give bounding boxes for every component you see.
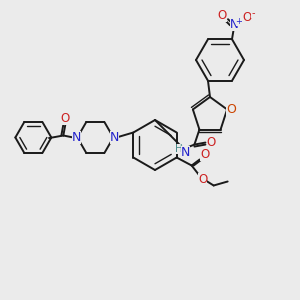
Text: O: O xyxy=(226,103,236,116)
Text: O: O xyxy=(200,148,209,161)
Text: O: O xyxy=(242,11,252,24)
Text: O: O xyxy=(207,136,216,149)
Text: N: N xyxy=(181,146,190,159)
Text: O: O xyxy=(218,9,226,22)
Text: +: + xyxy=(236,17,242,26)
Text: H: H xyxy=(175,144,182,154)
Text: N: N xyxy=(230,18,238,31)
Text: O: O xyxy=(198,173,207,186)
Text: -: - xyxy=(251,8,255,18)
Text: N: N xyxy=(110,131,119,144)
Text: N: N xyxy=(72,131,81,144)
Text: O: O xyxy=(61,112,70,125)
